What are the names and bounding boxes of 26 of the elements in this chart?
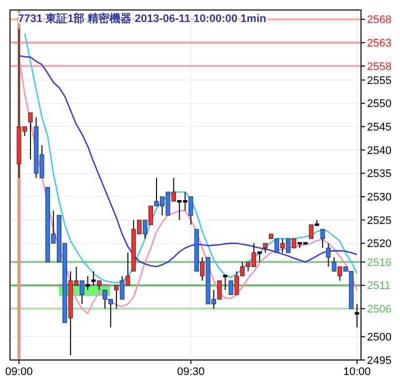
ref-line-label: 2511 (367, 280, 391, 292)
ref-line-label: 2568 (367, 14, 392, 26)
x-tick-label: 09:30 (177, 366, 205, 378)
y-tick-label: 2535 (367, 168, 392, 180)
ref-line-label: 2516 (367, 256, 392, 269)
y-tick-label: 2530 (367, 192, 392, 204)
y-tick-label: 2500 (367, 332, 392, 344)
y-tick-label: 2540 (367, 144, 392, 157)
line-series (18, 56, 358, 314)
y-tick-label: 2495 (367, 354, 392, 367)
candlestick (263, 242, 268, 254)
ref-line-label: 2506 (367, 304, 392, 316)
y-tick-label: 2555 (367, 74, 392, 87)
candlestick (222, 274, 228, 290)
x-tick-label: 10:00 (343, 366, 371, 378)
candlestick (326, 242, 331, 268)
y-tick-label: 2525 (367, 214, 392, 227)
y-tick-label: 2520 (367, 238, 392, 250)
candlestick (320, 228, 325, 248)
ref-line-label: 2563 (367, 38, 392, 50)
candlestick (28, 112, 33, 160)
line-series (18, 55, 358, 268)
y-tick-label: 2550 (367, 98, 392, 110)
x-tick-label: 09:00 (5, 366, 33, 378)
ref-line-label: 2558 (367, 60, 392, 73)
y-tick-label: 2545 (367, 122, 392, 134)
